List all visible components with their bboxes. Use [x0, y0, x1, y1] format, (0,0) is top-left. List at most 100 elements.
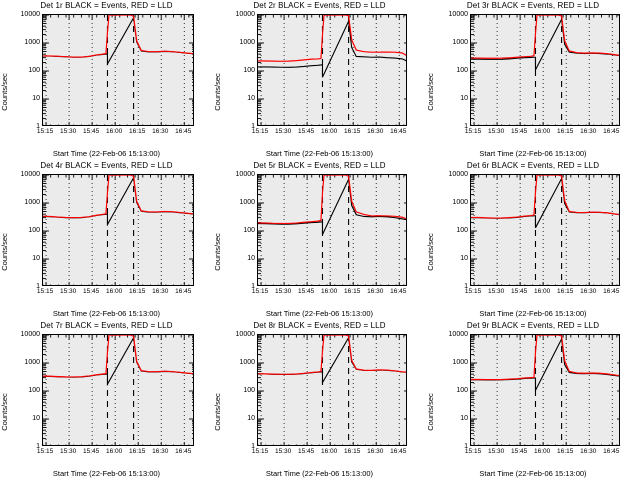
x-ticklabel: 15:30: [59, 448, 77, 455]
x-axis-label: Start Time (22-Feb-06 15:13:00): [52, 149, 161, 158]
x-ticklabel: 16:30: [367, 288, 384, 295]
plot-area: [257, 14, 407, 126]
x-ticklabel: 15:45: [297, 128, 315, 135]
y-axis-label: Counts/sec: [0, 233, 9, 271]
series-line-events: [471, 17, 619, 71]
x-axis-label: Start Time (22-Feb-06 15:13:00): [265, 469, 374, 478]
y-ticklabel: 100: [456, 66, 468, 74]
series-line-lld: [471, 335, 619, 381]
y-ticklabel: 1: [36, 122, 40, 130]
x-ticklabel: 16:00: [106, 288, 123, 295]
x-ticklabel: 16:45: [603, 448, 620, 455]
y-ticklabel: 100: [243, 66, 255, 74]
x-ticklabel: 16:45: [390, 128, 407, 135]
x-ticklabel: 16:00: [106, 448, 123, 455]
y-ticklabel: 1: [251, 282, 255, 290]
x-ticklabel: 15:45: [510, 128, 528, 135]
x-ticklabel: 16:45: [603, 128, 620, 135]
y-axis-label: Counts/sec: [426, 73, 435, 111]
y-ticklabel: 10: [247, 94, 255, 102]
y-ticklabel: 1000: [452, 358, 468, 366]
x-ticklabel: 16:30: [580, 128, 597, 135]
panel-title: Det 5r BLACK = Events, RED = LLD: [253, 161, 386, 170]
y-axis-ticklabels: 1 10 100 1000 10000: [8, 170, 40, 290]
x-axis-ticklabels: 15:15 15:30 15:45 16:00 16:15 16:30 16:45: [37, 288, 194, 298]
x-ticklabel: 16:15: [557, 288, 574, 295]
x-ticklabel: 15:30: [59, 288, 77, 295]
y-ticklabel: 10000: [235, 10, 255, 18]
series-line-events: [258, 177, 406, 235]
plot-area: [470, 14, 620, 126]
series-line-lld: [258, 335, 406, 375]
panel-title: Det 7r BLACK = Events, RED = LLD: [40, 321, 173, 330]
series-line-lld: [471, 15, 619, 59]
y-axis-label: Counts/sec: [426, 393, 435, 431]
y-ticklabel: 10000: [20, 330, 40, 338]
y-ticklabel: 10: [460, 414, 468, 422]
plot-area: [42, 14, 194, 126]
y-ticklabel: 1000: [24, 198, 40, 206]
series-line-lld: [43, 335, 193, 378]
y-ticklabel: 100: [243, 386, 255, 394]
panel-title: Det 6r BLACK = Events, RED = LLD: [466, 161, 600, 170]
y-axis-ticklabels: 1 10 100 1000 10000: [8, 330, 40, 450]
y-axis-label: Counts/sec: [426, 233, 435, 271]
y-axis-label: Counts/sec: [213, 233, 222, 271]
x-axis-ticklabels: 15:15 15:30 15:45 16:00 16:15 16:30 16:45: [465, 448, 620, 458]
x-ticklabel: 16:45: [175, 448, 192, 455]
x-ticklabel: 16:15: [344, 128, 361, 135]
y-ticklabel: 10: [460, 254, 468, 262]
x-ticklabel: 15:30: [487, 448, 505, 455]
x-axis-label: Start Time (22-Feb-06 15:13:00): [265, 309, 374, 318]
x-ticklabel: 16:45: [175, 288, 192, 295]
series-line-lld: [471, 175, 619, 219]
series-line-events: [471, 176, 619, 229]
x-ticklabel: 15:15: [36, 288, 54, 295]
y-ticklabel: 10000: [20, 170, 40, 178]
y-ticklabel: 100: [243, 226, 255, 234]
y-axis-ticklabels: 1 10 100 1000 10000: [8, 11, 40, 130]
y-ticklabel: 1000: [24, 358, 40, 366]
y-ticklabel: 10: [247, 254, 255, 262]
x-axis-ticklabels: 15:15 15:30 15:45 16:00 16:15 16:30 16:45: [37, 448, 194, 458]
series-line-lld: [43, 15, 193, 58]
panel-title: Det 4r BLACK = Events, RED = LLD: [40, 161, 173, 170]
x-ticklabel: 15:15: [251, 448, 269, 455]
x-ticklabel: 16:15: [129, 128, 146, 135]
x-ticklabel: 16:45: [390, 448, 407, 455]
x-axis-label: Start Time (22-Feb-06 15:13:00): [52, 309, 161, 318]
y-ticklabel: 10: [460, 94, 468, 102]
x-ticklabel: 15:30: [274, 128, 292, 135]
x-axis-label: Start Time (22-Feb-06 15:13:00): [52, 469, 161, 478]
x-ticklabel: 16:15: [557, 448, 574, 455]
x-ticklabel: 15:30: [274, 288, 292, 295]
y-ticklabel: 1000: [452, 198, 468, 206]
x-ticklabel: 16:30: [152, 448, 169, 455]
x-ticklabel: 15:30: [487, 128, 505, 135]
y-ticklabel: 10000: [448, 170, 468, 178]
plot-panel-det-1r: Det 1r BLACK = Events, RED = LLD 1 10 100 10…: [0, 0, 213, 160]
y-ticklabel: 1: [251, 442, 255, 450]
x-axis-ticklabels: 15:15 15:30 15:45 16:00 16:15 16:30 16:45: [252, 128, 407, 138]
x-axis-ticklabels: 15:15 15:30 15:45 16:00 16:15 16:30 16:45: [465, 128, 620, 138]
x-ticklabel: 15:15: [36, 128, 54, 135]
x-ticklabel: 16:00: [321, 288, 338, 295]
plot-area: [470, 334, 620, 446]
x-ticklabel: 15:45: [297, 288, 315, 295]
y-axis-ticklabels: 1 10 100 1000 10000: [223, 171, 255, 290]
panel-title: Det 2r BLACK = Events, RED = LLD: [253, 1, 386, 10]
plot-panel-det-2r: Det 2r BLACK = Events, RED = LLD 1 10 100 10…: [213, 0, 426, 160]
panel-title: Det 3r BLACK = Events, RED = LLD: [466, 1, 600, 10]
series-line-lld: [258, 175, 406, 225]
x-axis-label: Start Time (22-Feb-06 15:13:00): [479, 149, 587, 158]
plot-area: [42, 334, 194, 446]
plot-panel-det-5r: Det 5r BLACK = Events, RED = LLD 1 10 100 10…: [213, 160, 426, 320]
y-ticklabel: 10000: [448, 10, 468, 18]
y-ticklabel: 1: [251, 122, 255, 130]
x-ticklabel: 15:30: [59, 128, 77, 135]
series-line-events: [258, 19, 406, 78]
plot-area: [257, 174, 407, 286]
plot-area: [470, 174, 620, 286]
y-axis-ticklabels: 1 10 100 1000 10000: [436, 331, 468, 450]
y-axis-ticklabels: 1 10 100 1000 10000: [223, 331, 255, 450]
